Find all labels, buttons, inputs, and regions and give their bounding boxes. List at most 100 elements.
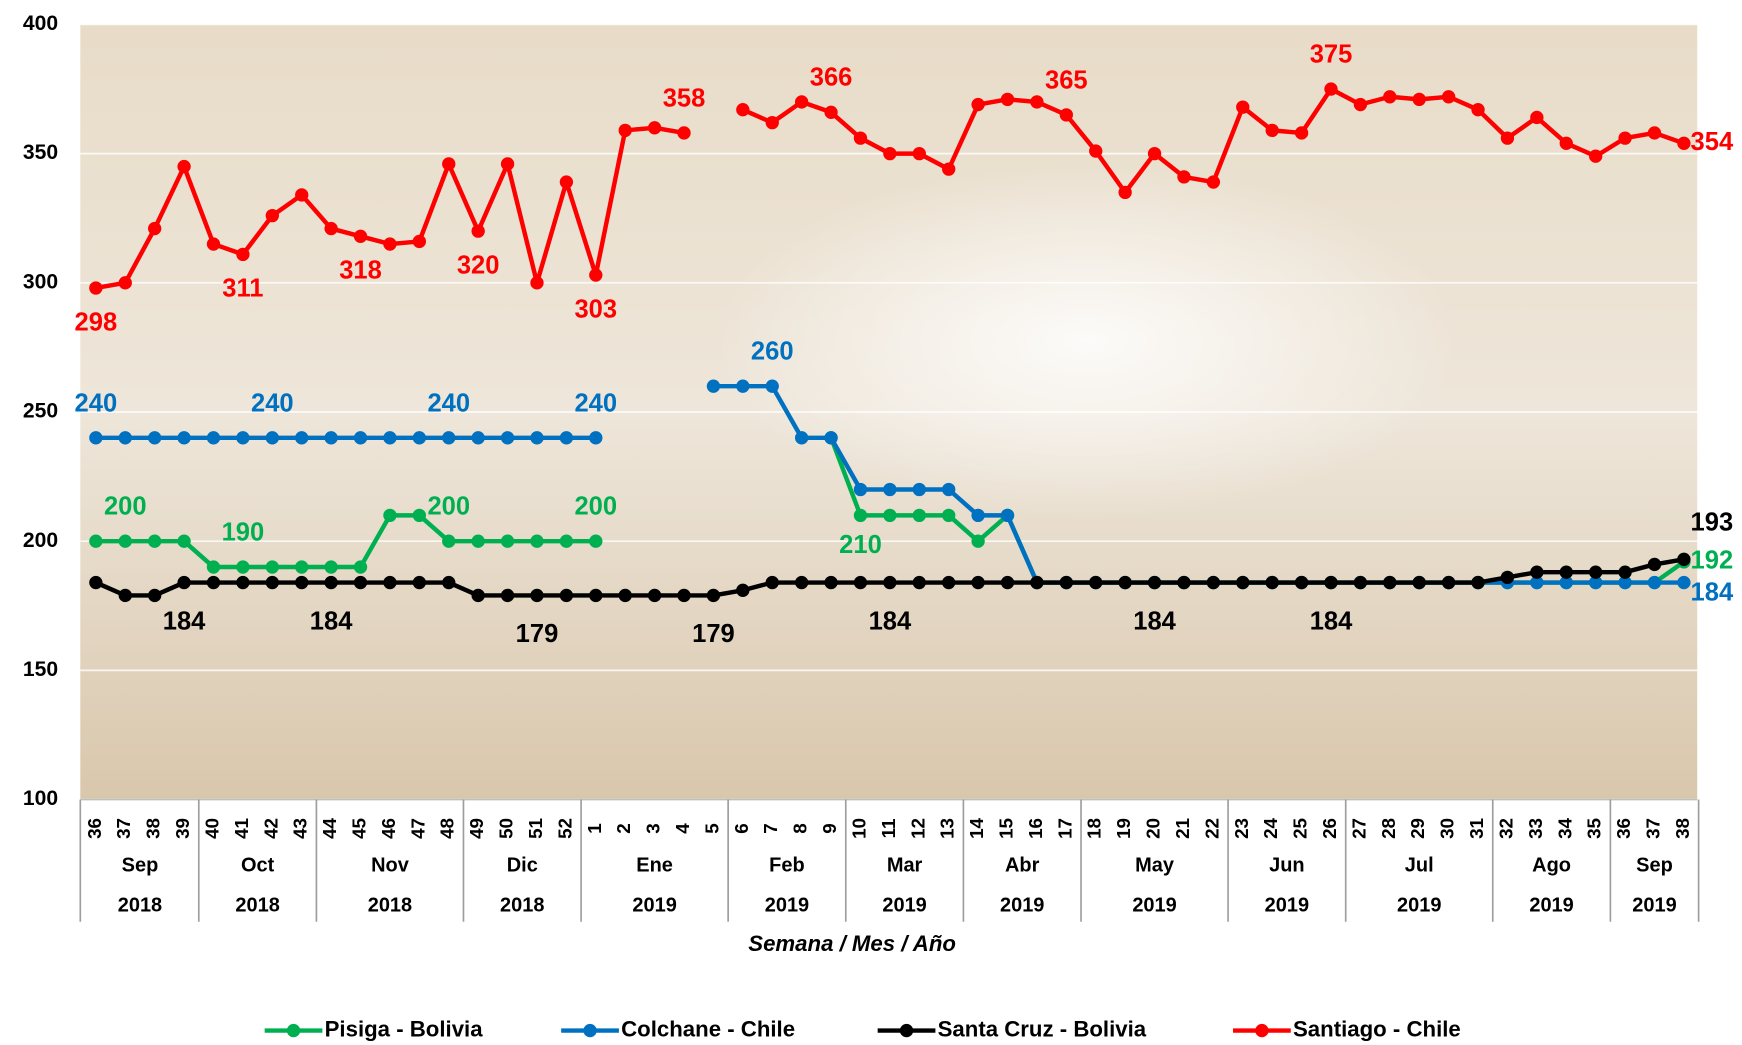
x-tick-label: 35 bbox=[1584, 818, 1605, 839]
data-point bbox=[383, 237, 396, 250]
x-group-year: 2019 bbox=[1265, 894, 1309, 916]
data-point bbox=[207, 576, 220, 589]
legend-swatch bbox=[287, 1024, 300, 1037]
data-label: 311 bbox=[222, 275, 263, 303]
data-point bbox=[589, 431, 602, 444]
data-point bbox=[1207, 576, 1220, 589]
data-point bbox=[324, 222, 337, 235]
data-point bbox=[530, 589, 543, 602]
data-point bbox=[383, 431, 396, 444]
x-tick-label: 8 bbox=[790, 823, 811, 834]
data-point bbox=[501, 157, 514, 170]
data-point bbox=[883, 147, 896, 160]
plot-decoration bbox=[500, 111, 1566, 622]
x-group-year: 2018 bbox=[235, 894, 279, 916]
data-point bbox=[1089, 144, 1102, 157]
data-point bbox=[1236, 576, 1249, 589]
x-tick-label: 5 bbox=[701, 823, 722, 834]
data-point bbox=[942, 509, 955, 522]
data-label: 193 bbox=[1691, 508, 1734, 536]
data-point bbox=[1677, 553, 1690, 566]
data-label: 240 bbox=[427, 389, 470, 417]
x-tick-label: 32 bbox=[1495, 818, 1516, 839]
data-point bbox=[1089, 576, 1102, 589]
data-point bbox=[1471, 103, 1484, 116]
data-point bbox=[736, 103, 749, 116]
data-point bbox=[1030, 576, 1043, 589]
data-point bbox=[148, 431, 161, 444]
x-tick-label: 9 bbox=[819, 823, 840, 834]
x-group-year: 2019 bbox=[1132, 894, 1176, 916]
data-point bbox=[883, 576, 896, 589]
data-point bbox=[795, 576, 808, 589]
data-point bbox=[589, 268, 602, 281]
x-tick-label: 37 bbox=[1642, 818, 1663, 839]
data-point bbox=[89, 535, 102, 548]
data-point bbox=[413, 509, 426, 522]
x-tick-label: 41 bbox=[231, 818, 252, 839]
data-point bbox=[707, 589, 720, 602]
y-tick-label: 100 bbox=[23, 787, 58, 810]
x-group-month: Jun bbox=[1269, 854, 1305, 876]
x-tick-label: 2 bbox=[613, 823, 634, 834]
data-point bbox=[1383, 576, 1396, 589]
x-tick-label: 43 bbox=[290, 818, 311, 839]
data-label: 190 bbox=[222, 518, 265, 546]
data-point bbox=[766, 380, 779, 393]
data-label: 320 bbox=[457, 251, 500, 279]
data-point bbox=[942, 162, 955, 175]
x-group-month: Ago bbox=[1532, 854, 1571, 876]
x-tick-label: 13 bbox=[937, 818, 958, 839]
data-point bbox=[824, 106, 837, 119]
chart: Semana / Mes / Año 100150200250300350400… bbox=[0, 0, 1742, 1045]
data-point bbox=[236, 560, 249, 573]
data-point bbox=[1648, 576, 1661, 589]
data-point bbox=[913, 483, 926, 496]
x-group-month: Sep bbox=[122, 854, 159, 876]
x-tick-label: 23 bbox=[1231, 818, 1252, 839]
x-tick-label: 44 bbox=[319, 817, 340, 838]
x-tick-label: 38 bbox=[143, 818, 164, 839]
x-tick-label: 45 bbox=[349, 818, 370, 839]
x-tick-label: 4 bbox=[672, 823, 693, 834]
data-label: 184 bbox=[1133, 607, 1176, 635]
data-point bbox=[119, 535, 132, 548]
data-point bbox=[1060, 108, 1073, 121]
data-point bbox=[677, 126, 690, 139]
data-point bbox=[530, 431, 543, 444]
y-tick-label: 300 bbox=[23, 270, 58, 293]
data-label: 354 bbox=[1691, 128, 1734, 156]
data-point bbox=[795, 95, 808, 108]
x-group-year: 2019 bbox=[1529, 894, 1573, 916]
data-point bbox=[119, 431, 132, 444]
data-point bbox=[824, 576, 837, 589]
data-point bbox=[971, 576, 984, 589]
data-point bbox=[472, 224, 485, 237]
data-label: 318 bbox=[339, 257, 382, 285]
data-point bbox=[1413, 576, 1426, 589]
x-group-month: May bbox=[1135, 854, 1174, 876]
x-group-year: 2018 bbox=[118, 894, 162, 916]
data-point bbox=[560, 431, 573, 444]
data-point bbox=[1442, 90, 1455, 103]
data-point bbox=[1383, 90, 1396, 103]
x-group-month: Abr bbox=[1005, 854, 1040, 876]
x-tick-label: 1 bbox=[584, 823, 605, 834]
data-label: 200 bbox=[574, 493, 617, 521]
data-point bbox=[883, 483, 896, 496]
data-label: 179 bbox=[692, 620, 735, 648]
data-point bbox=[1354, 98, 1367, 111]
data-point bbox=[971, 509, 984, 522]
data-point bbox=[854, 483, 867, 496]
data-point bbox=[1648, 558, 1661, 571]
x-group-month: Oct bbox=[241, 854, 275, 876]
data-label: 179 bbox=[516, 620, 559, 648]
data-point bbox=[619, 124, 632, 137]
x-tick-label: 33 bbox=[1525, 818, 1546, 839]
x-group-year: 2018 bbox=[500, 894, 544, 916]
data-label: 358 bbox=[663, 84, 706, 112]
data-point bbox=[1118, 576, 1131, 589]
data-point bbox=[854, 509, 867, 522]
x-tick-label: 11 bbox=[878, 818, 899, 838]
data-point bbox=[472, 535, 485, 548]
